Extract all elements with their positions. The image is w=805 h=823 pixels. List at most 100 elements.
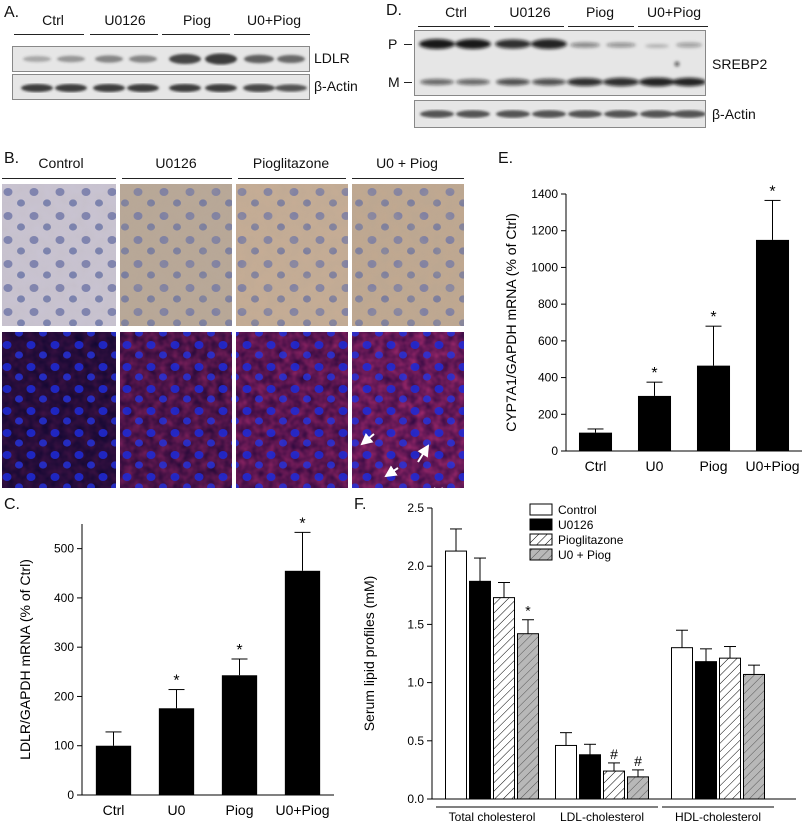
significance-mark: * [525, 603, 531, 619]
panel-b-group-label: Pioglitazone [252, 155, 330, 171]
group-underline [352, 178, 464, 179]
serum-lipid-bar-chart: 0.0 0.5 1.0 1.5 2.0 2.5 Serum lipid profiles (… [361, 501, 796, 821]
marker-tick [404, 44, 412, 45]
arrow-annotations [360, 432, 448, 490]
significance-mark: * [769, 183, 775, 200]
group-underline [162, 34, 230, 35]
significance-mark: * [710, 309, 716, 326]
panel-d-label: D. [386, 2, 402, 19]
panel-d-group-label: Piog [585, 4, 615, 20]
legend-swatch [529, 533, 553, 546]
panel-a-group-label: Ctrl [42, 12, 64, 28]
y-tick-label: 1.0 [407, 676, 424, 690]
bar [743, 673, 765, 800]
bar [493, 597, 515, 800]
x-tick-label: Ctrl [103, 802, 125, 818]
legend-entry: Control [558, 503, 597, 517]
marker-tick [404, 82, 412, 83]
panel-f-label: F. [354, 496, 367, 513]
actin-blot-d [414, 100, 706, 128]
y-tick-label: 800 [538, 297, 558, 311]
ldlr-bar-chart: 0 100 200 300 400 500 LDLR/GAPDH mRNA (% of Ct… [17, 515, 334, 818]
legend-swatch [529, 503, 553, 516]
bar [445, 550, 467, 800]
panel-a-group-label: U0+Piog [246, 12, 302, 28]
bar [696, 365, 731, 451]
bar [578, 432, 613, 451]
panel-e-label: E. [498, 150, 514, 167]
significance-mark: # [634, 753, 642, 769]
group-underline [638, 26, 708, 27]
ldlr-blot [12, 46, 310, 72]
x-tick-label: Piog [225, 802, 253, 818]
srebp2-blot [414, 30, 706, 96]
panel-c-label: C. [4, 496, 20, 513]
x-tick-label: HDL-cholesterol [675, 810, 761, 821]
arrow-marker [417, 444, 430, 463]
x-tick-label: U0 [168, 802, 186, 818]
srebp2-label: SREBP2 [712, 56, 768, 72]
ldlr-label: LDLR [314, 50, 350, 66]
bar [637, 395, 672, 451]
marker-p: P [388, 36, 398, 52]
significance-mark: * [173, 673, 179, 690]
x-tick-label: U0 [646, 458, 664, 474]
x-tick-label: Total cholesterol [449, 810, 536, 821]
bar [755, 239, 790, 451]
legend-entry: Pioglitazone [558, 533, 624, 547]
group-underline [122, 178, 232, 179]
panel-b-group-label: U0126 [155, 155, 197, 171]
bar [671, 647, 693, 800]
bar [555, 744, 577, 800]
panel-a-group-label: U0126 [104, 12, 146, 28]
y-tick-label: 400 [538, 371, 558, 385]
arrow-marker [360, 432, 375, 446]
x-tick-label: LDL-cholesterol [560, 810, 644, 821]
x-tick-label: Ctrl [585, 458, 607, 474]
group-underline [234, 34, 310, 35]
legend-swatch [529, 548, 553, 561]
y-tick-label: 0.0 [407, 792, 424, 806]
actin-blot-a [12, 74, 310, 100]
arrow-marker [384, 465, 399, 478]
significance-mark: * [299, 515, 305, 532]
y-tick-label: 400 [54, 591, 74, 605]
x-tick-label: U0+Piog [745, 458, 799, 474]
legend-swatch [529, 518, 553, 531]
y-tick-label: 100 [54, 739, 74, 753]
x-tick-label: U0+Piog [275, 802, 329, 818]
bar [579, 754, 601, 800]
y-axis-label: LDLR/GAPDH mRNA (% of Ctrl) [17, 559, 33, 760]
panel-a-label: A. [4, 4, 20, 21]
y-tick-label: 300 [54, 640, 74, 654]
panel-a-group-label: Piog [182, 12, 212, 28]
y-tick-label: 0.5 [407, 734, 424, 748]
arrow-marker [433, 486, 448, 490]
y-axis-label: CYP7A1/GAPDH mRNA (% of Ctrl) [503, 213, 519, 432]
y-tick-label: 2.0 [407, 559, 424, 573]
legend-entry: U0 + Piog [558, 548, 611, 562]
y-tick-label: 0 [67, 788, 74, 802]
group-underline [90, 34, 158, 35]
actin-label-d: β-Actin [712, 106, 756, 122]
bar [517, 633, 539, 800]
y-tick-label: 1.5 [407, 617, 424, 631]
panel-b-group-label: U0 + Piog [376, 155, 438, 171]
y-axis-label: Serum lipid profiles (mM) [361, 576, 377, 732]
y-tick-label: 1400 [531, 187, 558, 201]
panel-b-label: B. [4, 150, 20, 167]
y-tick-label: 1200 [531, 224, 558, 238]
bar [95, 745, 132, 795]
y-tick-label: 500 [54, 542, 74, 556]
x-tick-label: Piog [699, 458, 727, 474]
significance-mark: * [651, 365, 657, 382]
y-tick-label: 600 [538, 334, 558, 348]
histology-micrographs [2, 184, 464, 490]
panel-d-group-label: U0126 [509, 4, 551, 20]
y-tick-label: 2.5 [407, 501, 424, 515]
bar [627, 776, 649, 800]
panel-b-group-label: Control [38, 155, 84, 171]
y-tick-label: 200 [538, 407, 558, 421]
cyp7a1-bar-chart: 0 200 400 600 800 1000 1200 1400 CYP7A1/GAPDH mR… [503, 183, 802, 474]
bar [695, 661, 717, 800]
